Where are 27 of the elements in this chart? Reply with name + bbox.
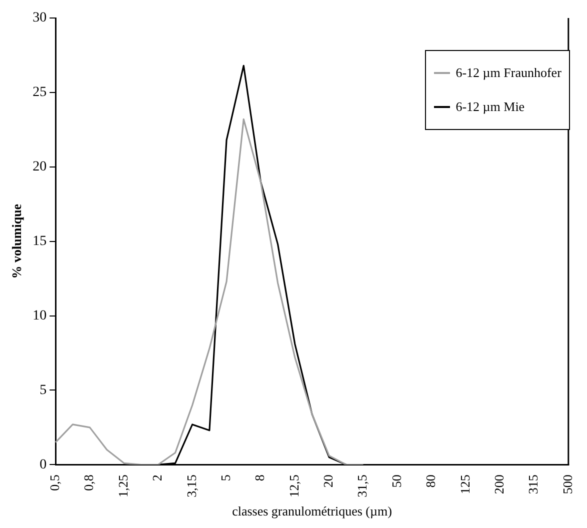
y-tick-label: 20 xyxy=(32,160,47,175)
x-axis-title: classes granulométriques (µm) xyxy=(232,504,392,519)
x-tick-label: 200 xyxy=(491,474,506,494)
y-tick-label: 15 xyxy=(32,234,47,249)
y-tick-label: 5 xyxy=(40,382,47,398)
x-tick-label: 125 xyxy=(457,474,472,494)
x-tick-label: 2 xyxy=(150,474,165,482)
x-tick-label: 20 xyxy=(320,474,336,488)
y-tick-label: 25 xyxy=(32,85,47,100)
x-tick-label: 31,5 xyxy=(354,474,370,498)
x-tick-label: 0,8 xyxy=(81,474,96,491)
x-tick-label: 0,5 xyxy=(47,474,62,491)
x-tick-label: 8 xyxy=(252,474,268,482)
y-tick-label: 30 xyxy=(32,10,47,26)
x-tick-label: 12,5 xyxy=(286,474,302,498)
legend-label: 6-12 µm Fraunhofer xyxy=(456,65,562,81)
y-axis-title: % volumique xyxy=(9,204,24,279)
x-tick-label: 500 xyxy=(560,474,575,494)
x-tick-label: 315 xyxy=(526,474,541,494)
y-tick-label: 0 xyxy=(40,457,47,472)
y-tick-label: 10 xyxy=(32,308,47,324)
x-tick-label: 3,15 xyxy=(184,474,199,498)
legend-label: 6-12 µm Mie xyxy=(456,99,525,115)
x-tick-label: 50 xyxy=(388,474,404,488)
x-tick-label: 5 xyxy=(218,474,233,482)
x-tick-label: 1,25 xyxy=(115,474,130,498)
x-tick-label: 80 xyxy=(423,474,438,488)
